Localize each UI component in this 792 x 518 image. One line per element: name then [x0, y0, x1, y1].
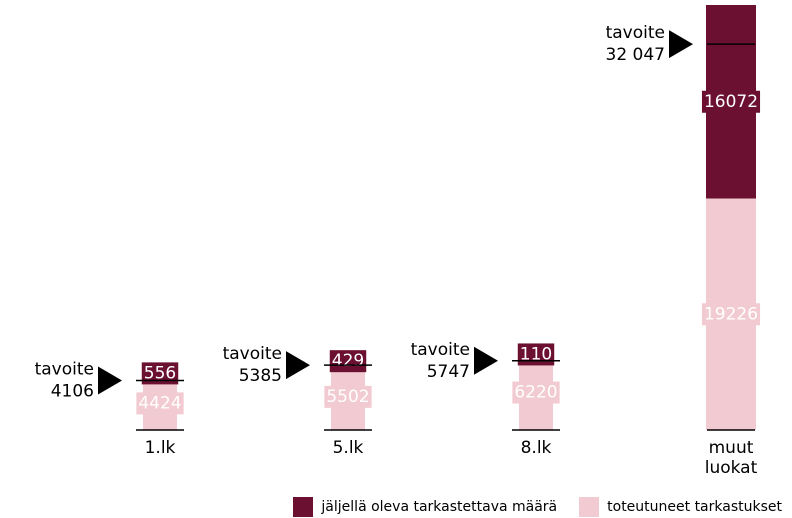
value-label-group: 6220 [512, 381, 560, 404]
value-label: 16072 [704, 92, 758, 112]
x-tick-label: 5.lk [332, 438, 364, 458]
value-label-bg [701, 303, 761, 326]
target-value: 5747 [427, 362, 470, 382]
target-value: 4106 [51, 382, 94, 402]
value-label-group: 110 [517, 343, 555, 366]
target-value: 32 047 [606, 45, 665, 65]
value-label-bg [329, 350, 367, 373]
legend-label: jäljellä oleva tarkastettava määrä [321, 499, 558, 515]
value-label-bg [136, 392, 184, 415]
value-label-group: 19226 [701, 303, 761, 326]
target-arrow [286, 351, 310, 380]
value-label-bg [324, 385, 372, 408]
target-arrow [669, 30, 693, 59]
value-label: 429 [332, 351, 364, 371]
value-label-bg [517, 343, 555, 366]
legend-label: toteutuneet tarkastukset [607, 499, 782, 515]
x-tick-label: muut luokat [704, 438, 758, 478]
value-label-group: 4424 [136, 392, 184, 415]
value-label: 4424 [138, 393, 181, 413]
legend-swatch [579, 497, 600, 517]
target-arrow [474, 346, 498, 375]
target-arrow [98, 366, 122, 395]
value-label: 19226 [704, 304, 758, 324]
value-label: 556 [144, 363, 176, 383]
legend-item: jäljellä oleva tarkastettava määrä [293, 497, 557, 517]
value-label-bg [701, 90, 761, 113]
target-label: tavoite [411, 340, 470, 360]
value-label-group: 556 [141, 362, 179, 385]
value-label-bg [141, 362, 179, 385]
target-value: 5385 [239, 366, 282, 386]
value-label-group: 5502 [324, 385, 372, 408]
target-label: tavoite [223, 344, 282, 364]
target-label: tavoite [606, 23, 665, 43]
value-label: 5502 [326, 387, 369, 407]
value-label-group: 429 [329, 350, 367, 373]
legend: jäljellä oleva tarkastettava määrä toteut… [293, 497, 782, 517]
value-label-bg [512, 381, 560, 404]
legend-swatch [293, 497, 314, 517]
legend-item: toteutuneet tarkastukset [579, 497, 782, 517]
x-tick-label: 8.lk [520, 438, 552, 458]
value-label-group: 16072 [701, 90, 761, 113]
target-label: tavoite [35, 360, 94, 380]
value-label: 6220 [514, 383, 557, 403]
x-tick-label: 1.lk [144, 438, 176, 458]
value-label: 110 [520, 344, 552, 364]
